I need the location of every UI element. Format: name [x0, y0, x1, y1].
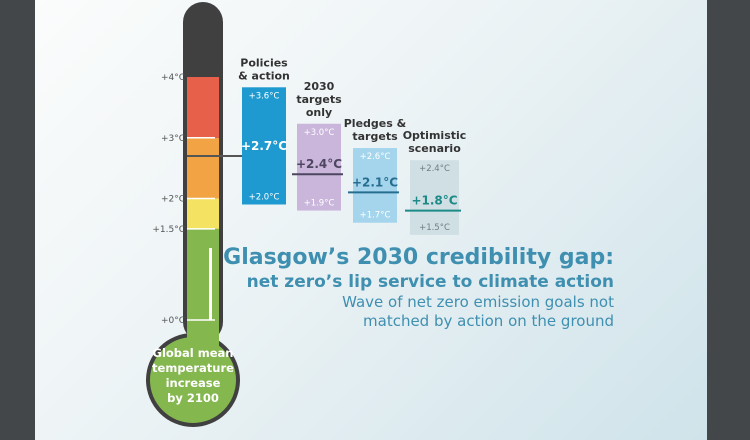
thermometer-band-orange	[187, 137, 219, 199]
scenario-header-line: & action	[238, 69, 290, 82]
scenario-header-line: 2030	[304, 80, 335, 93]
scenario-bar	[410, 160, 459, 235]
infographic-panel: +0°C +1.5°C +2°C +3°C +4°C Global mean tempera…	[35, 0, 707, 440]
scale-tick-label: +0°C	[161, 316, 185, 326]
headline-tagline-2: matched by action on the ground	[363, 312, 614, 330]
thermometer-highlight	[209, 248, 212, 320]
thermometer-chart: +0°C +1.5°C +2°C +3°C +4°C Global meantempera…	[146, 2, 467, 427]
thermometer-band-green	[187, 228, 219, 320]
scale-tick-label: +4°C	[161, 73, 185, 83]
scenario-low-label: +2.0°C	[249, 193, 280, 203]
scenario-low-label: +1.5°C	[419, 223, 450, 233]
thermometer-band-red	[187, 77, 219, 138]
bulb-label-line: by 2100	[167, 391, 219, 405]
scenario-high-label: +3.0°C	[304, 128, 335, 138]
scenario-high-label: +3.6°C	[249, 91, 280, 101]
scenario-bar	[297, 123, 341, 211]
scenario-header-line: targets	[352, 130, 398, 143]
scenario-low-label: +1.7°C	[360, 211, 391, 221]
scenario-central-label: +1.8°C	[411, 194, 457, 208]
scenario-low-label: +1.9°C	[304, 199, 335, 209]
scenario-header-line: scenario	[408, 142, 461, 155]
scenario-header-line: Pledges &	[344, 117, 407, 130]
thermometer-bulb	[150, 337, 236, 423]
scale-tick-label: +2°C	[161, 195, 185, 205]
scenario-header-line: targets	[296, 93, 342, 106]
scenario-header-line: only	[306, 106, 332, 119]
thermometer-band-yellow	[187, 198, 219, 229]
bulb-label-line: Global mean	[153, 346, 234, 360]
scenario-central-label: +2.7°C	[241, 139, 287, 153]
scenario-bar	[353, 148, 397, 223]
headline-block: Glasgow’s 2030 credibility gap: net zero…	[223, 245, 614, 331]
headline-subtitle: net zero’s lip service to climate action	[246, 272, 614, 292]
scale-tick-label: +3°C	[161, 134, 185, 144]
scenario-central-label: +2.1°C	[352, 175, 398, 189]
scenario-high-label: +2.6°C	[360, 152, 391, 162]
scale-tick-label: +1.5°C	[152, 225, 185, 235]
bulb-label-line: temperature	[152, 361, 234, 375]
headline-tagline-1: Wave of net zero emission goals not	[342, 293, 614, 311]
scenario-header-line: Optimistic	[403, 129, 467, 142]
scenario-bar	[242, 87, 286, 205]
scenario-high-label: +2.4°C	[419, 164, 450, 174]
scenario-central-label: +2.4°C	[296, 157, 342, 171]
bulb-label-line: increase	[166, 376, 221, 390]
headline-title: Glasgow’s 2030 credibility gap:	[223, 245, 614, 270]
scenario-header-line: Policies	[240, 56, 288, 69]
